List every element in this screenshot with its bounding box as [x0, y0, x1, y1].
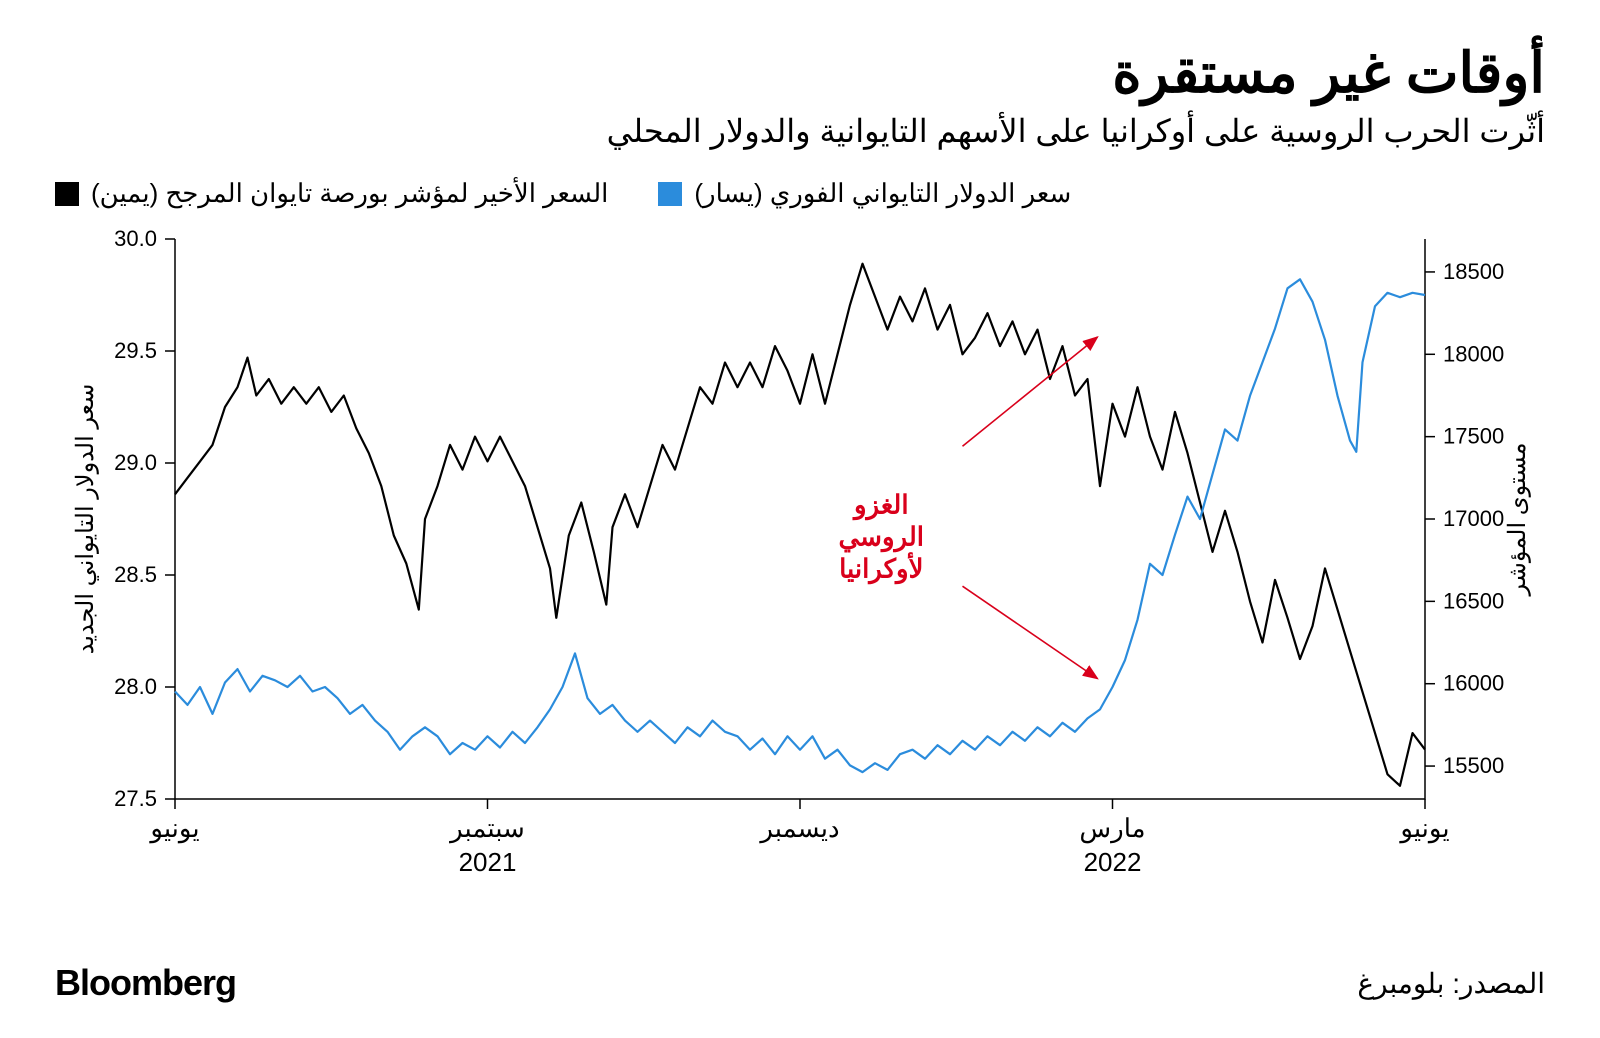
legend-swatch-blue [658, 182, 682, 206]
svg-text:30.0: 30.0 [114, 229, 157, 251]
svg-text:18500: 18500 [1443, 259, 1504, 284]
svg-text:28.0: 28.0 [114, 674, 157, 699]
chart-title: أوقات غير مستقرة [55, 40, 1545, 106]
svg-text:الغزو: الغزو [852, 489, 909, 520]
svg-text:لأوكرانيا: لأوكرانيا [839, 551, 923, 584]
svg-text:18000: 18000 [1443, 341, 1504, 366]
chart-subtitle: أثّرت الحرب الروسية على أوكرانيا على الأ… [55, 112, 1545, 150]
svg-text:2021: 2021 [459, 847, 517, 877]
svg-text:29.0: 29.0 [114, 450, 157, 475]
svg-text:17500: 17500 [1443, 424, 1504, 449]
svg-text:28.5: 28.5 [114, 562, 157, 587]
footer: المصدر: بلومبرغ Bloomberg [55, 962, 1545, 1004]
svg-text:ديسمبر: ديسمبر [758, 813, 839, 844]
svg-text:16500: 16500 [1443, 588, 1504, 613]
legend-label-black: السعر الأخير لمؤشر بورصة تايوان المرجح (… [91, 178, 608, 209]
svg-text:27.5: 27.5 [114, 786, 157, 811]
svg-text:15500: 15500 [1443, 753, 1504, 778]
legend-label-blue: سعر الدولار التايواني الفوري (يسار) [694, 178, 1071, 209]
svg-text:16000: 16000 [1443, 671, 1504, 696]
svg-text:يونيو: يونيو [148, 813, 199, 844]
svg-text:مستوى المؤشر: مستوى المؤشر [1504, 443, 1531, 597]
svg-text:2022: 2022 [1084, 847, 1142, 877]
svg-text:29.5: 29.5 [114, 338, 157, 363]
bloomberg-logo: Bloomberg [55, 962, 236, 1004]
legend-item-black: السعر الأخير لمؤشر بورصة تايوان المرجح (… [55, 178, 608, 209]
chart-svg: 27.5 28.0 28.5 29.0 29.5 30.0 15500 16000 16500 1… [55, 229, 1545, 899]
svg-text:مارس: مارس [1079, 813, 1145, 844]
svg-text:سعر الدولار التايواني الجديد: سعر الدولار التايواني الجديد [72, 384, 99, 655]
svg-text:الروسي: الروسي [838, 521, 924, 552]
legend-item-blue: سعر الدولار التايواني الفوري (يسار) [658, 178, 1071, 209]
chart-container: أوقات غير مستقرة أثّرت الحرب الروسية على… [0, 0, 1600, 1038]
svg-text:سبتمبر: سبتمبر [448, 813, 525, 844]
legend-swatch-black [55, 182, 79, 206]
legend: السعر الأخير لمؤشر بورصة تايوان المرجح (… [55, 178, 1545, 209]
svg-text:17000: 17000 [1443, 506, 1504, 531]
source-text: المصدر: بلومبرغ [1357, 967, 1545, 1000]
svg-text:يونيو: يونيو [1398, 813, 1449, 844]
chart-plot: 27.5 28.0 28.5 29.0 29.5 30.0 15500 16000 16500 1… [55, 229, 1545, 899]
